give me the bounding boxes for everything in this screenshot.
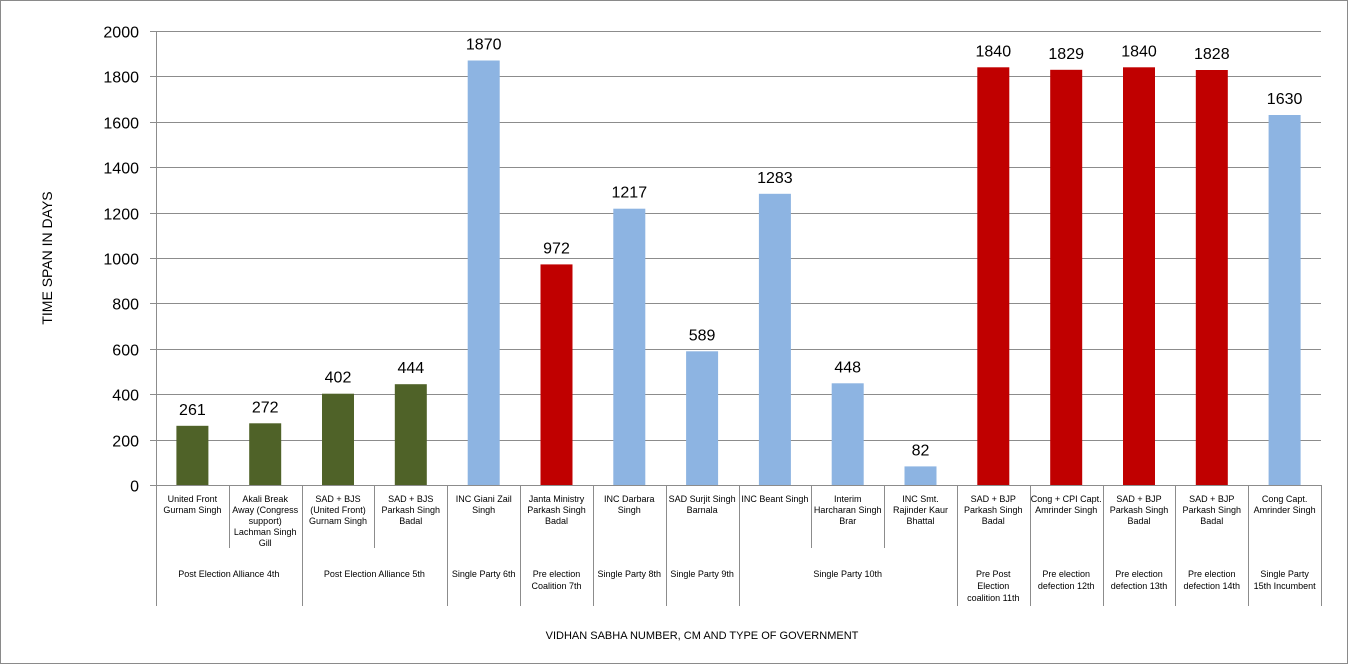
data-label: 589 (689, 327, 716, 344)
x-axis-title: VIDHAN SABHA NUMBER, CM AND TYPE OF GOVE… (546, 630, 859, 642)
y-tick-label: 1400 (103, 161, 139, 178)
data-label: 272 (252, 399, 279, 416)
x-axis-categories: United Front Gurnam Singh Akali Break Away … (156, 485, 1322, 606)
y-tick-label: 400 (112, 388, 139, 405)
bar (686, 351, 719, 485)
x-group-label: Pre election defection 13th (1111, 569, 1168, 591)
data-label: 448 (834, 359, 861, 376)
data-label: 1840 (1121, 43, 1157, 60)
data-label: 1870 (466, 37, 502, 54)
x-tick-label: Cong + CPI Capt. Amrinder Singh (1031, 494, 1102, 515)
data-label: 1828 (1194, 46, 1230, 63)
bar (831, 383, 864, 485)
x-tick-label: SAD + BJS Parkash Singh Badal (382, 494, 441, 526)
data-label: 261 (179, 402, 206, 419)
x-tick-label: Cong Capt. Amrinder Singh (1254, 494, 1316, 515)
x-tick-label: Interim Harcharan Singh Brar (814, 494, 882, 526)
y-tick-label: 1600 (103, 116, 139, 133)
bar (249, 423, 282, 485)
x-group-label: Single Party 10th (813, 569, 882, 579)
data-label: 1840 (976, 43, 1012, 60)
y-axis-ticks: 0 200 400 600 800 1000 1200 1400 1600 1800 2000 (103, 25, 139, 496)
bars (176, 60, 1301, 486)
bar (977, 67, 1010, 486)
x-tick-label: SAD + BJP Parkash Singh Badal (964, 494, 1023, 526)
x-tick-label: INC Smt. Rajinder Kaur Bhattal (893, 494, 948, 526)
bar (758, 193, 791, 486)
bar (1195, 70, 1228, 485)
x-group-label: Post Election Alliance 4th (178, 569, 279, 579)
data-labels: 261 272 402 444 1870 972 1217 589 1283 448 82 1840 1… (179, 37, 1302, 460)
bar (540, 264, 573, 485)
x-group-label: Single Party 15th Incumbent (1254, 569, 1317, 591)
y-tick-label: 2000 (103, 25, 139, 42)
bar (394, 384, 427, 485)
bar (176, 425, 209, 485)
x-group-label: Single Party 6th (452, 569, 516, 579)
data-label: 82 (912, 442, 930, 459)
x-group-label: Single Party 9th (670, 569, 734, 579)
x-tick-label: INC Giani Zail Singh (456, 494, 512, 515)
data-label: 444 (397, 360, 424, 377)
bar (322, 393, 354, 485)
x-tick-label: SAD Surjit Singh Barnala (669, 494, 736, 515)
x-tick-label: Akali Break Away (Congress support) Lachman… (232, 494, 298, 548)
data-label: 1217 (612, 185, 648, 202)
data-label: 402 (325, 370, 352, 387)
x-tick-label: United Front Gurnam Singh (163, 494, 221, 515)
y-axis-title: TIME SPAN IN DAYS (39, 191, 55, 324)
x-tick-label: INC Beant Singh (741, 494, 808, 504)
x-group-label: Single Party 8th (598, 569, 662, 579)
y-tick-label: 1000 (103, 252, 139, 269)
y-tick-label: 600 (112, 343, 139, 360)
bar (613, 208, 646, 485)
x-group-label: Pre Post Election coalition 11th (967, 569, 1019, 603)
x-group-label: Pre election defection 12th (1038, 569, 1095, 591)
bar (467, 60, 500, 485)
x-tick-label: SAD + BJP Parkash Singh Badal (1110, 494, 1169, 526)
bar (1123, 67, 1155, 486)
data-label: 1630 (1267, 91, 1303, 108)
data-label: 1829 (1048, 46, 1084, 63)
data-label: 1283 (757, 170, 793, 187)
x-tick-label: SAD + BJP Parkash Singh Badal (1183, 494, 1242, 526)
y-tick-label: 200 (112, 434, 139, 451)
x-group-label: Pre election Coalition 7th (531, 569, 581, 591)
x-group-label: Post Election Alliance 5th (324, 569, 425, 579)
bar (1268, 115, 1301, 485)
x-tick-label: SAD + BJS (United Front) Gurnam Singh (309, 494, 367, 526)
data-label: 972 (543, 240, 570, 257)
y-tick-label: 800 (112, 297, 139, 314)
y-tick-label: 0 (130, 479, 139, 496)
bar (1050, 69, 1083, 486)
bar (904, 466, 937, 485)
y-tick-label: 1200 (103, 207, 139, 224)
y-tick-label: 1800 (103, 70, 139, 87)
x-tick-label: INC Darbara Singh (604, 494, 655, 515)
x-tick-label: Janta Ministry Parkash Singh Badal (527, 494, 586, 526)
x-group-label: Pre election defection 14th (1184, 569, 1241, 591)
